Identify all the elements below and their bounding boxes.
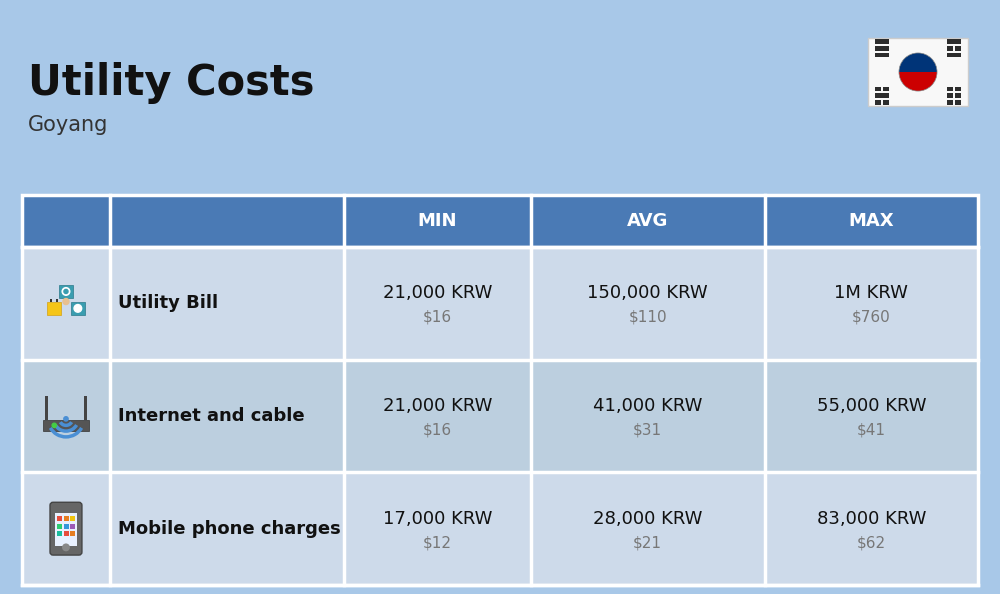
- FancyBboxPatch shape: [50, 503, 82, 555]
- FancyBboxPatch shape: [947, 87, 953, 91]
- Bar: [22, 359, 978, 472]
- Text: $16: $16: [423, 422, 452, 438]
- FancyBboxPatch shape: [875, 100, 881, 105]
- FancyBboxPatch shape: [947, 46, 953, 50]
- FancyBboxPatch shape: [883, 87, 889, 91]
- Text: $21: $21: [633, 535, 662, 550]
- FancyBboxPatch shape: [868, 38, 968, 106]
- FancyBboxPatch shape: [955, 87, 961, 91]
- Text: 55,000 KRW: 55,000 KRW: [817, 397, 926, 415]
- Bar: [57, 516, 62, 521]
- Bar: [43, 419, 89, 431]
- Bar: [56, 299, 58, 302]
- Text: MAX: MAX: [849, 212, 894, 230]
- Text: 21,000 KRW: 21,000 KRW: [383, 285, 492, 302]
- FancyBboxPatch shape: [883, 100, 889, 105]
- Text: 150,000 KRW: 150,000 KRW: [587, 285, 708, 302]
- Bar: [84, 396, 87, 419]
- FancyBboxPatch shape: [947, 39, 961, 44]
- Text: Internet and cable: Internet and cable: [118, 407, 305, 425]
- Circle shape: [62, 287, 70, 295]
- Wedge shape: [908, 53, 928, 72]
- FancyBboxPatch shape: [875, 53, 889, 58]
- Text: $16: $16: [423, 310, 452, 325]
- Circle shape: [64, 417, 68, 421]
- Bar: [64, 516, 69, 521]
- FancyBboxPatch shape: [947, 93, 953, 98]
- Bar: [50, 299, 52, 302]
- FancyBboxPatch shape: [875, 87, 881, 91]
- Wedge shape: [908, 72, 928, 91]
- FancyBboxPatch shape: [955, 100, 961, 105]
- Bar: [45, 396, 48, 419]
- Bar: [71, 302, 85, 315]
- Text: Utility Costs: Utility Costs: [28, 62, 314, 104]
- Bar: [22, 247, 978, 359]
- FancyBboxPatch shape: [875, 93, 889, 98]
- Wedge shape: [899, 72, 937, 91]
- Text: $110: $110: [628, 310, 667, 325]
- FancyBboxPatch shape: [875, 39, 889, 44]
- Bar: [57, 531, 62, 536]
- Text: $62: $62: [857, 535, 886, 550]
- Text: 83,000 KRW: 83,000 KRW: [817, 510, 926, 527]
- Circle shape: [64, 289, 68, 293]
- Text: 41,000 KRW: 41,000 KRW: [593, 397, 702, 415]
- Text: 28,000 KRW: 28,000 KRW: [593, 510, 702, 527]
- Text: MIN: MIN: [418, 212, 457, 230]
- Bar: [57, 524, 62, 529]
- Text: 21,000 KRW: 21,000 KRW: [383, 397, 492, 415]
- FancyBboxPatch shape: [875, 46, 889, 50]
- Text: 1M KRW: 1M KRW: [834, 285, 908, 302]
- Text: $31: $31: [633, 422, 662, 438]
- Wedge shape: [899, 53, 937, 72]
- Circle shape: [74, 305, 82, 312]
- Text: Goyang: Goyang: [28, 115, 108, 135]
- FancyBboxPatch shape: [947, 100, 953, 105]
- Circle shape: [52, 423, 56, 428]
- Bar: [47, 302, 61, 315]
- Text: $41: $41: [857, 422, 886, 438]
- Text: AVG: AVG: [627, 212, 668, 230]
- FancyBboxPatch shape: [955, 93, 961, 98]
- Bar: [22, 472, 978, 585]
- Text: Utility Bill: Utility Bill: [118, 295, 218, 312]
- Bar: [70, 524, 75, 529]
- Circle shape: [63, 299, 69, 305]
- Text: $12: $12: [423, 535, 452, 550]
- Bar: [64, 531, 69, 536]
- Bar: [59, 285, 73, 298]
- Bar: [64, 524, 69, 529]
- FancyBboxPatch shape: [947, 53, 961, 58]
- Circle shape: [63, 544, 69, 551]
- Bar: [70, 516, 75, 521]
- Bar: [70, 531, 75, 536]
- Text: Mobile phone charges: Mobile phone charges: [118, 520, 341, 538]
- Bar: [22, 195, 978, 585]
- Text: 17,000 KRW: 17,000 KRW: [383, 510, 492, 527]
- Bar: [55, 513, 77, 546]
- Text: $760: $760: [852, 310, 891, 325]
- Bar: [22, 195, 978, 247]
- FancyBboxPatch shape: [955, 46, 961, 50]
